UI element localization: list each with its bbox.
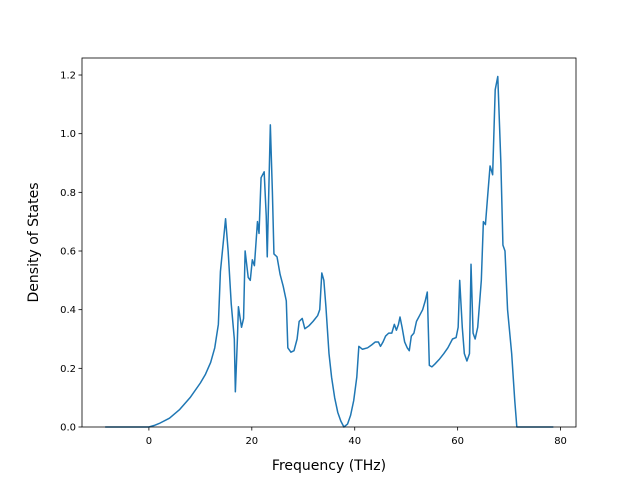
y-tick-label: 0.2: [60, 364, 76, 375]
x-tick-label: 20: [245, 436, 258, 447]
line: [105, 75, 554, 428]
x-tick-label: 60: [451, 436, 464, 447]
y-tick-label: 1.2: [60, 71, 76, 82]
y-tick-label: 0.0: [60, 423, 76, 434]
x-tick-label: 80: [554, 436, 567, 447]
y-tick-label: 1.0: [60, 129, 76, 140]
axes-frame: [81, 57, 577, 428]
y-tick-label: 0.6: [60, 247, 76, 258]
x-tick-label: 40: [348, 436, 361, 447]
x-tick-label: 0: [146, 436, 152, 447]
y-tick-label: 0.8: [60, 188, 76, 199]
y-axis-label: Density of States: [26, 183, 42, 303]
y-tick-label: 0.4: [60, 305, 76, 316]
x-axis-label: Frequency (THz): [272, 458, 386, 474]
